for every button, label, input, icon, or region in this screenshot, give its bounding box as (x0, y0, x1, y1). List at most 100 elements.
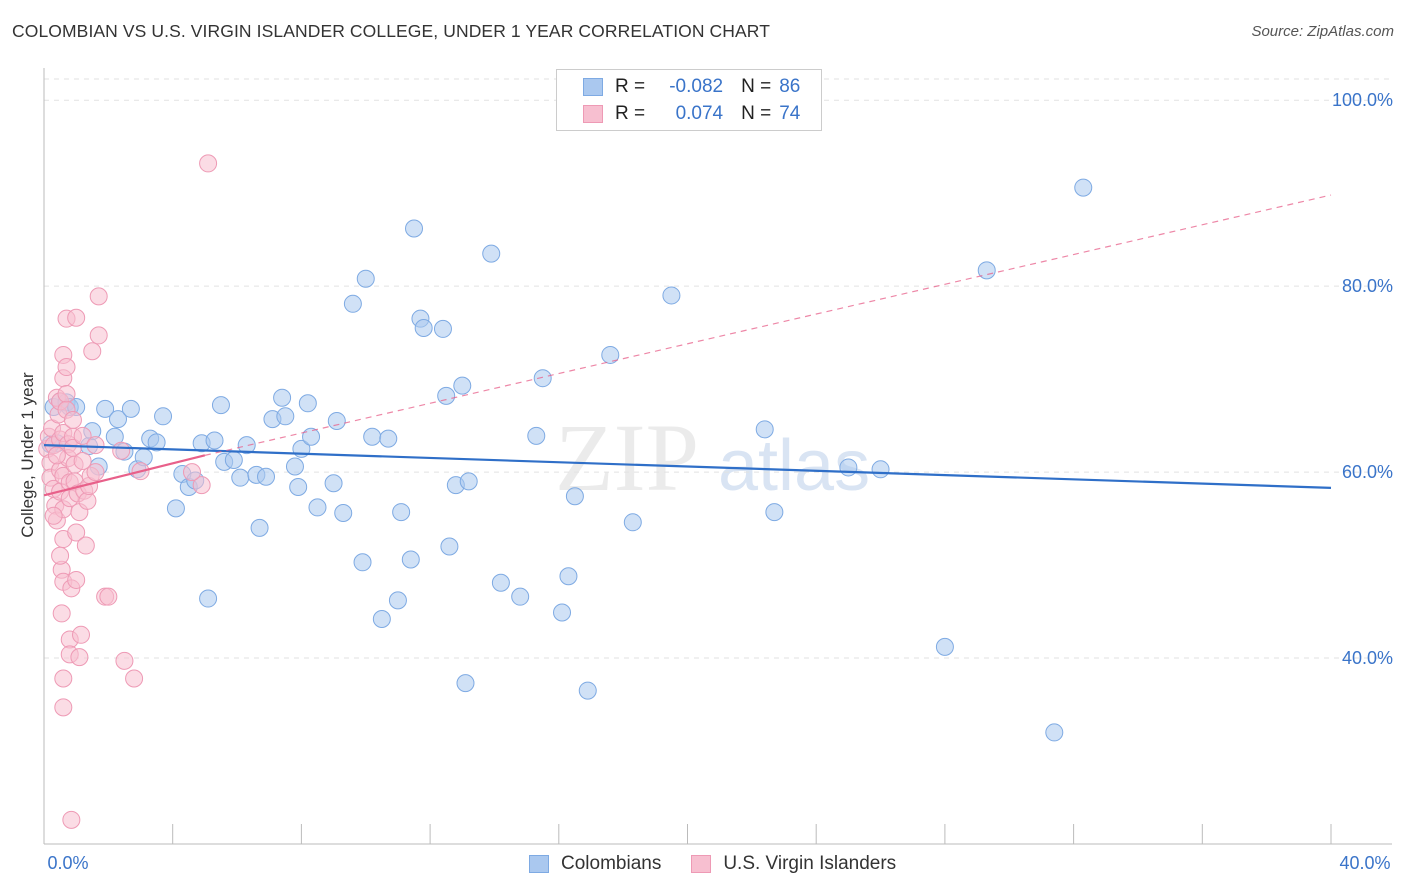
blue-point-11 (109, 410, 128, 429)
blue-point-58 (440, 537, 459, 556)
legend-swatch-blue (583, 78, 603, 96)
y-tick-label-2: 80.0% (1342, 276, 1393, 296)
blue-point-49 (363, 427, 382, 446)
legend-n-value: 86 (779, 76, 801, 97)
legend-n-label: N = (741, 76, 772, 97)
y-tick-label-1: 60.0% (1342, 462, 1393, 482)
pink-point-50 (73, 426, 92, 445)
blue-point-17 (147, 433, 166, 452)
legend-r-label: R = (615, 76, 646, 97)
pink-point-43 (67, 308, 86, 327)
blue-point-74 (601, 345, 620, 364)
pink-point-73 (51, 546, 70, 565)
blue-point-26 (211, 396, 230, 415)
pink-trend-extension (204, 194, 1332, 456)
chart-title: COLOMBIAN VS U.S. VIRGIN ISLANDER COLLEG… (12, 21, 771, 41)
blue-point-45 (334, 504, 353, 523)
pink-point-71 (44, 506, 63, 525)
blue-point-44 (327, 411, 346, 430)
blue-point-46 (343, 294, 362, 313)
blue-point-82 (977, 261, 996, 280)
data-points (38, 154, 1093, 829)
blue-point-51 (379, 429, 398, 448)
blue-point-38 (289, 477, 308, 496)
legend-swatch-pink (583, 105, 603, 123)
pink-point-61 (89, 326, 108, 345)
blue-point-19 (166, 499, 185, 518)
blue-point-24 (199, 589, 218, 608)
blue-point-42 (308, 498, 327, 517)
legend-swatch-colombians (529, 855, 549, 873)
blue-point-25 (205, 431, 224, 450)
legend-label-colombians: Colombians (561, 853, 662, 874)
pink-point-59 (86, 463, 105, 482)
pink-point-70 (183, 463, 202, 482)
y-tick-label-3: 100.0% (1332, 90, 1393, 110)
blue-point-65 (482, 244, 501, 263)
blue-point-80 (871, 460, 890, 479)
blue-point-76 (662, 286, 681, 305)
blue-point-64 (459, 472, 478, 491)
pink-point-63 (99, 587, 118, 606)
trend-lines (43, 194, 1332, 497)
pink-point-66 (125, 669, 144, 688)
blue-point-43 (324, 474, 343, 493)
pink-point-28 (57, 384, 76, 403)
blue-point-54 (401, 550, 420, 569)
blue-point-13 (121, 399, 140, 418)
pink-point-25 (54, 698, 73, 717)
pink-point-54 (78, 491, 97, 510)
legend-item-colombians[interactable]: Colombians (529, 853, 661, 875)
blue-point-60 (437, 386, 456, 405)
blue-point-18 (154, 407, 173, 426)
blue-point-36 (276, 407, 295, 426)
blue-point-59 (433, 319, 452, 338)
blue-point-79 (839, 458, 858, 477)
pink-point-45 (67, 570, 86, 589)
blue-point-29 (231, 468, 250, 487)
gridlines (44, 78, 1392, 659)
blue-point-62 (453, 376, 472, 395)
pink-point-24 (54, 669, 73, 688)
blue-point-63 (456, 674, 475, 693)
pink-point-48 (70, 648, 89, 667)
blue-point-33 (257, 467, 276, 486)
blue-point-35 (273, 388, 292, 407)
blue-point-50 (372, 609, 391, 628)
zipatlas-watermark: ZIP atlas (555, 404, 870, 511)
blue-point-32 (250, 518, 269, 537)
pink-point-16 (52, 604, 71, 623)
blue-point-78 (765, 503, 784, 522)
source-credit: Source: ZipAtlas.com (1251, 23, 1394, 40)
blue-point-9 (96, 399, 115, 418)
pink-point-51 (73, 451, 92, 470)
blue-trend-line (43, 444, 1332, 490)
pink-point-68 (199, 154, 218, 173)
pink-point-58 (86, 436, 105, 455)
blue-point-30 (237, 436, 256, 455)
pink-point-57 (83, 342, 102, 361)
blue-point-70 (553, 603, 572, 622)
pink-point-53 (76, 536, 95, 555)
y-tick-label-0: 40.0% (1342, 648, 1393, 668)
blue-point-40 (298, 394, 317, 413)
legend-n-label: N = (741, 103, 772, 124)
y-axis-title-group: College, Under 1 year (18, 372, 37, 538)
blue-point-75 (623, 513, 642, 532)
pink-point-60 (89, 287, 108, 306)
legend-row-virgin-islanders: R = 0.074 N = 74 (583, 102, 800, 126)
pink-point-44 (67, 523, 86, 542)
blue-point-77 (755, 420, 774, 439)
blue-point-55 (405, 219, 424, 238)
legend-label-virgin-islanders: U.S. Virgin Islanders (723, 853, 897, 874)
legend-n-value: 74 (779, 103, 801, 124)
pink-point-38 (63, 411, 82, 430)
y-axis-title: College, Under 1 year (18, 372, 37, 538)
x-tick-label-0: 0.0% (47, 853, 88, 873)
x-tick-label-1: 40.0% (1339, 853, 1390, 873)
legend-item-virgin-islanders[interactable]: U.S. Virgin Islanders (691, 853, 896, 875)
blue-point-81 (935, 637, 954, 656)
series-legend: Colombians U.S. Virgin Islanders (529, 852, 926, 876)
blue-point-67 (511, 587, 530, 606)
